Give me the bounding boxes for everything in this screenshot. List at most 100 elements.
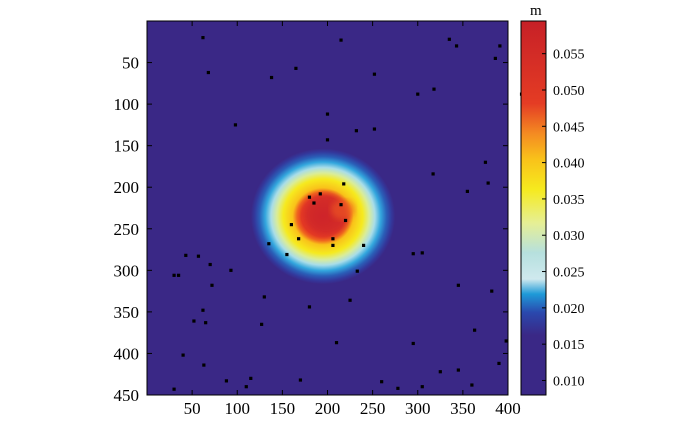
colorbar-tick-label: 0.040	[553, 157, 585, 172]
colorbar-tick-label: 0.055	[553, 48, 585, 63]
missing-point	[362, 243, 366, 247]
plot-area	[146, 20, 524, 396]
x-tick-label: 300	[405, 399, 431, 418]
y-tick-label: 400	[114, 344, 140, 363]
missing-point	[249, 376, 253, 380]
colorbar-tick-label: 0.035	[553, 193, 585, 208]
missing-point	[260, 322, 264, 326]
missing-point	[339, 203, 343, 207]
missing-point	[334, 341, 339, 345]
y-tick-label: 50	[122, 54, 139, 73]
missing-point	[438, 370, 442, 374]
x-tick-label: 250	[360, 399, 386, 418]
colorbar-ticks: 0.010 0.015 0.020 0.025 0.030 0.035 0.040 0.045…	[542, 48, 585, 389]
missing-point	[354, 129, 358, 133]
missing-point	[172, 273, 176, 277]
colorbar: 0.010 0.015 0.020 0.025 0.030 0.035 0.040 0.045…	[520, 3, 585, 396]
y-tick-label: 250	[114, 220, 140, 239]
missing-point	[372, 72, 377, 76]
missing-point	[294, 66, 298, 70]
missing-point	[447, 37, 451, 41]
y-tick-label: 150	[114, 137, 140, 156]
missing-point	[493, 56, 497, 60]
missing-point	[372, 127, 377, 131]
missing-point	[289, 223, 293, 227]
missing-point	[454, 44, 459, 48]
colorbar-bar	[520, 20, 547, 396]
y-tick-label: 200	[114, 178, 140, 197]
missing-point	[456, 283, 460, 287]
missing-point	[339, 38, 343, 42]
x-tick-label: 350	[450, 399, 476, 418]
missing-point	[420, 385, 424, 389]
missing-point	[465, 189, 469, 193]
missing-point	[307, 195, 312, 199]
missing-point	[456, 368, 460, 372]
missing-point	[196, 254, 201, 258]
missing-point	[192, 319, 196, 323]
missing-point	[490, 289, 494, 293]
core-hotspot	[330, 199, 355, 220]
missing-point	[343, 218, 348, 223]
y-axis: 50 100 150 200 250 300 350 400 450	[114, 54, 508, 405]
y-tick-label: 300	[114, 261, 140, 280]
missing-point	[331, 243, 335, 247]
colorbar-tick-label: 0.010	[553, 374, 585, 389]
missing-point	[431, 172, 435, 176]
y-tick-label: 100	[114, 95, 140, 114]
missing-point	[285, 252, 289, 257]
core-hotspots	[304, 194, 355, 235]
missing-point	[184, 253, 188, 257]
missing-point	[411, 341, 415, 346]
missing-point	[172, 387, 176, 391]
missing-point	[325, 112, 330, 116]
missing-point	[411, 252, 415, 256]
missing-point	[497, 361, 501, 366]
colorbar-tick-label: 0.020	[553, 302, 585, 317]
missing-point	[210, 283, 214, 287]
colorbar-tick-label: 0.045	[553, 120, 585, 135]
x-tick-label: 200	[315, 399, 341, 418]
missing-point	[206, 70, 210, 75]
y-tick-label: 450	[114, 386, 140, 405]
missing-point	[224, 379, 229, 383]
x-tick-label: 50	[184, 399, 201, 418]
missing-point	[380, 380, 384, 384]
missing-point	[470, 383, 474, 387]
x-tick-label: 100	[225, 399, 251, 418]
x-tick-label: 400	[495, 399, 521, 418]
colorbar-unit-label: m	[530, 3, 542, 19]
x-tick-label: 150	[270, 399, 296, 418]
missing-point	[432, 87, 436, 91]
missing-point	[181, 353, 185, 357]
missing-point	[201, 36, 205, 40]
missing-point	[202, 363, 206, 367]
missing-point	[420, 251, 424, 255]
missing-point	[233, 123, 238, 127]
missing-point	[244, 385, 248, 389]
missing-point	[262, 295, 266, 299]
missing-point	[486, 181, 490, 185]
missing-point	[416, 92, 420, 96]
missing-point	[204, 321, 208, 325]
colorbar-tick-label: 0.025	[553, 266, 585, 281]
missing-point	[298, 378, 303, 382]
missing-point	[201, 308, 205, 312]
y-tick-label: 350	[114, 303, 140, 322]
missing-point	[312, 201, 316, 205]
missing-point	[498, 44, 502, 48]
missing-point	[318, 192, 322, 196]
missing-point	[297, 237, 301, 241]
missing-point	[325, 138, 330, 142]
missing-point	[331, 237, 335, 241]
missing-point	[267, 242, 271, 246]
missing-point	[208, 262, 212, 267]
x-axis: 50 100 150 200 250 300 350 400	[184, 21, 521, 418]
missing-point	[355, 269, 359, 273]
colorbar-tick-label: 0.030	[553, 229, 585, 244]
missing-point	[504, 339, 508, 343]
colorbar-tick-label: 0.050	[553, 84, 585, 99]
missing-point	[176, 273, 181, 277]
missing-point	[342, 182, 346, 186]
